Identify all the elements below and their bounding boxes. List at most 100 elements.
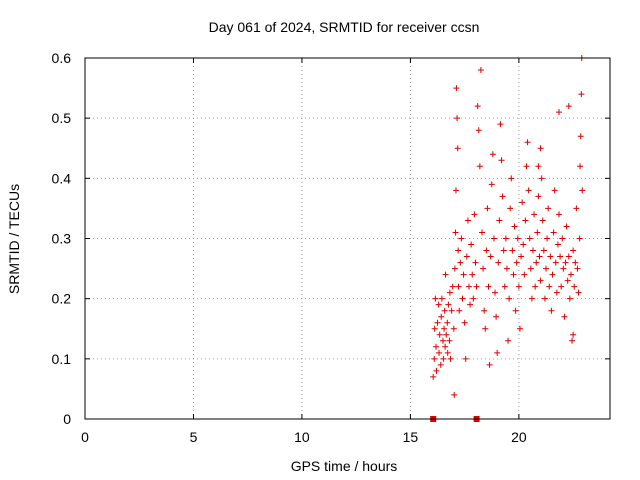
data-point: [469, 271, 476, 278]
data-point: [513, 259, 520, 266]
data-point: [454, 115, 461, 122]
data-point: [539, 217, 546, 224]
data-point: [507, 205, 514, 212]
data-point: [430, 373, 437, 380]
data-point: [565, 103, 572, 110]
data-point: [440, 355, 447, 362]
data-point: [540, 247, 547, 254]
data-point: [494, 349, 501, 356]
data-point: [537, 277, 544, 284]
data-point: [551, 187, 558, 194]
data-point: [476, 163, 483, 170]
data-point: [446, 337, 453, 344]
data-point: [438, 313, 445, 320]
x-tick-label: 15: [403, 429, 419, 445]
data-point: [536, 253, 543, 260]
data-point: [570, 331, 577, 338]
x-axis-label: GPS time / hours: [291, 458, 398, 474]
data-point: [520, 241, 527, 248]
data-point: [527, 265, 534, 272]
data-point: [534, 229, 541, 236]
y-tick-label: 0.4: [52, 170, 72, 186]
data-point: [479, 229, 486, 236]
data-point: [447, 355, 454, 362]
data-point: [444, 349, 451, 356]
data-point: [572, 259, 579, 266]
data-point: [512, 307, 519, 314]
data-point: [545, 205, 552, 212]
data-point: [431, 355, 438, 362]
data-point: [563, 223, 570, 230]
data-point: [461, 319, 468, 326]
data-point: [499, 193, 506, 200]
data-point: [480, 265, 487, 272]
data-point: [433, 343, 440, 350]
data-point: [453, 85, 460, 92]
data-point: [482, 325, 489, 332]
data-point: [505, 337, 512, 344]
data-point: [543, 265, 550, 272]
data-point: [561, 313, 568, 320]
data-point: [535, 163, 542, 170]
data-point: [441, 307, 448, 314]
plot-frame: [84, 57, 611, 420]
data-point: [465, 283, 472, 290]
data-point: [578, 91, 585, 98]
data-point: [450, 325, 457, 332]
data-point: [432, 295, 439, 302]
data-point: [511, 223, 518, 230]
data-point: [523, 163, 530, 170]
data-point: [439, 337, 446, 344]
data-point: [442, 271, 449, 278]
x-tick-label: 20: [511, 429, 527, 445]
data-point: [495, 259, 502, 266]
data-point: [442, 343, 449, 350]
data-point: [458, 235, 465, 242]
data-point: [448, 307, 455, 314]
data-point: [449, 283, 456, 290]
data-point: [496, 217, 503, 224]
data-point: [463, 253, 470, 260]
x-tick-label: 10: [294, 429, 310, 445]
data-point: [549, 271, 556, 278]
data-point: [562, 259, 569, 266]
data-point: [436, 331, 443, 338]
x-tick-label: 5: [190, 429, 198, 445]
data-point: [481, 307, 488, 314]
data-point: [452, 229, 459, 236]
data-point: [498, 157, 505, 164]
data-point: [445, 301, 452, 308]
data-point: [564, 277, 571, 284]
data-point: [516, 325, 523, 332]
data-point: [462, 355, 469, 362]
data-point: [526, 235, 533, 242]
data-point: [471, 211, 478, 218]
data-point: [558, 283, 565, 290]
data-point: [441, 325, 448, 332]
data-point: [484, 205, 491, 212]
data-point: [556, 109, 563, 116]
x-tick-label: 0: [81, 429, 89, 445]
y-tick-label: 0.1: [52, 351, 72, 367]
data-point: [566, 295, 573, 302]
data-point: [500, 247, 507, 254]
data-point: [535, 193, 542, 200]
data-point: [576, 235, 583, 242]
data-point: [546, 283, 553, 290]
data-point: [577, 133, 584, 140]
data-point: [521, 271, 528, 278]
data-point: [437, 361, 444, 368]
chart-title: Day 061 of 2024, SRMTID for receiver ccs…: [209, 19, 480, 35]
data-point: [541, 295, 548, 302]
data-point: [460, 271, 467, 278]
data-point: [444, 319, 451, 326]
data-point: [487, 253, 494, 260]
data-point: [468, 241, 475, 248]
data-point: [488, 181, 495, 188]
y-axis-label: SRMTID / TECUs: [6, 184, 22, 294]
data-point: [459, 295, 466, 302]
data-point: [492, 289, 499, 296]
